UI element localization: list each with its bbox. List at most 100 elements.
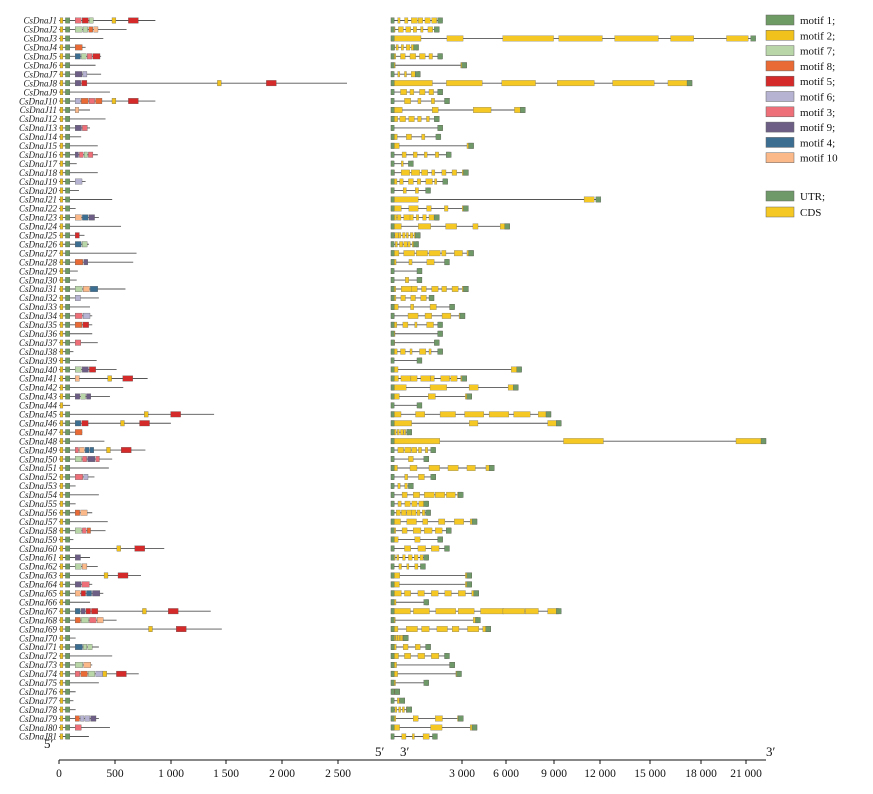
motif-block	[120, 420, 125, 427]
cds-block	[400, 53, 406, 60]
utr-block	[463, 205, 469, 212]
motif-block	[59, 303, 64, 310]
motif-block	[80, 509, 88, 516]
gene-label: CsDnaJ3	[24, 34, 58, 44]
utr-block	[416, 268, 423, 275]
cds-block	[435, 527, 443, 534]
motif-block	[144, 411, 149, 418]
gene-label: CsDnaJ55	[19, 499, 57, 509]
gene-label: CsDnaJ25	[19, 231, 57, 241]
cds-block	[408, 178, 414, 185]
motif-block	[59, 160, 64, 167]
gene-label: CsDnaJ40	[19, 365, 57, 375]
utr-block	[390, 330, 395, 337]
utr-block	[390, 438, 395, 445]
motif-block	[82, 125, 88, 131]
utr-block	[390, 321, 395, 328]
motif-block	[59, 617, 64, 624]
utr-block	[390, 402, 395, 409]
cds-block	[430, 375, 435, 382]
motif-block	[65, 563, 71, 570]
utr-block	[437, 17, 443, 24]
cds-block	[406, 509, 412, 516]
motif-block	[59, 733, 64, 740]
motif-block	[59, 384, 64, 391]
motif-block	[65, 393, 71, 400]
motif-block	[81, 98, 89, 104]
cds-block	[440, 375, 450, 382]
motif-block	[83, 259, 88, 266]
motif-block	[80, 715, 85, 722]
motif-block	[65, 581, 71, 588]
utr-block	[406, 429, 412, 436]
utr-block	[434, 26, 440, 33]
gene-name-column: CsDnaJ1CsDnaJ2CsDnaJ3CsDnaJ4CsDnaJ5CsDna…	[19, 16, 57, 742]
utr-block	[390, 509, 395, 516]
utr-block	[760, 438, 767, 445]
cds-block	[444, 590, 452, 597]
motif-block	[65, 107, 71, 113]
utr-block	[423, 679, 429, 686]
motif-block	[59, 250, 64, 257]
motif-block	[75, 456, 82, 462]
utr-block	[390, 133, 395, 140]
utr-block	[595, 196, 602, 203]
utr-block	[390, 259, 395, 266]
legend-label: motif 10	[800, 153, 838, 165]
utr-block	[390, 312, 395, 319]
cds-block	[401, 160, 404, 167]
cds-block	[414, 554, 419, 561]
motif-block	[59, 706, 64, 713]
cds-block	[488, 411, 510, 418]
utr-block	[686, 80, 693, 87]
motif-block	[65, 545, 71, 552]
motif-block	[65, 196, 71, 203]
motif-block	[65, 223, 71, 230]
motif-block	[111, 98, 117, 104]
cds-block	[472, 223, 479, 230]
motif-block	[59, 626, 64, 632]
cds-block	[444, 205, 449, 212]
legend-label: UTR;	[800, 191, 825, 203]
cds-block	[425, 447, 428, 454]
motif-block	[59, 402, 64, 409]
motif-block	[116, 670, 127, 677]
motif-block	[88, 214, 95, 221]
utr-block	[390, 214, 395, 221]
motif-block	[59, 223, 64, 230]
cds-block	[418, 447, 422, 454]
cds-block	[408, 456, 414, 462]
utr-block	[390, 223, 395, 230]
cds-block	[406, 133, 412, 140]
motif-block	[65, 205, 71, 212]
utr-block	[390, 626, 395, 632]
utr-block	[423, 599, 429, 606]
motif-block	[75, 554, 81, 561]
motif-block	[59, 715, 64, 722]
motif-block	[75, 715, 80, 722]
motif-block	[59, 321, 64, 328]
motif-block	[82, 286, 90, 292]
cds-block	[406, 563, 410, 570]
cds-block	[431, 545, 440, 552]
gene-label: CsDnaJ5	[24, 52, 58, 62]
cds-block	[404, 545, 411, 552]
cds-block	[416, 509, 421, 516]
cds-block	[431, 653, 440, 659]
gene-label: CsDnaJ69	[19, 624, 57, 634]
cds-block	[416, 178, 421, 185]
motif-block	[59, 348, 64, 355]
motif-block	[96, 617, 104, 624]
cds-block	[400, 89, 407, 95]
gene-label: CsDnaJ8	[24, 78, 58, 88]
motif-block	[65, 160, 71, 167]
cds-block	[428, 250, 441, 257]
motif-block	[65, 509, 71, 516]
motif-block	[65, 706, 71, 713]
motif-block	[65, 303, 71, 310]
motif-block	[59, 438, 64, 445]
cds-block	[410, 375, 418, 382]
motif-block	[117, 572, 129, 579]
gene-label: CsDnaJ33	[19, 302, 57, 312]
